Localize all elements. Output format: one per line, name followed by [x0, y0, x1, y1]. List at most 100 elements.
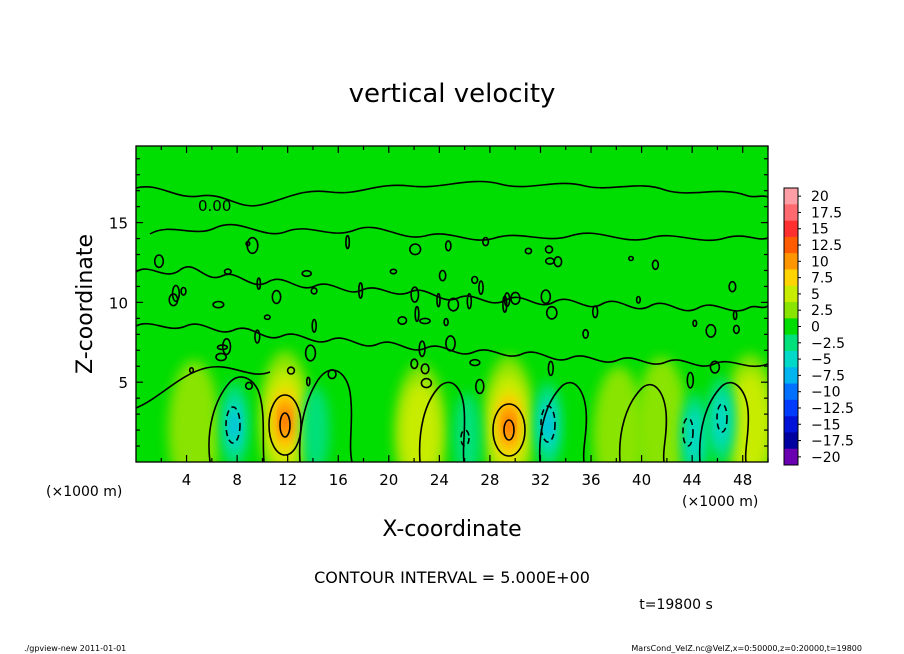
contour-negative-8km: [225, 406, 241, 444]
contour-cell: [188, 367, 195, 374]
contour-cell: [245, 240, 251, 247]
colorbar-label: 15: [811, 222, 829, 238]
contour-cell: [311, 318, 318, 333]
contour-cell: [271, 289, 282, 305]
contour-cell: [482, 236, 490, 247]
contour-cell: [471, 275, 479, 285]
contour-cell: [263, 314, 271, 321]
contour-cell: [545, 305, 558, 320]
contour-cell: [180, 286, 187, 296]
contour-cell: [510, 291, 521, 305]
colorbar: 2017.51512.5107.552.50−2.5−5−7.5−10−12.5…: [783, 187, 854, 466]
colorbar-label: −2.5: [811, 336, 845, 352]
contour-column-1: [208, 376, 265, 462]
colorbar-swatch: [784, 334, 798, 352]
updraft-core-5-level-0: [635, 356, 688, 462]
x-tick-label: 28: [480, 471, 499, 489]
contour-cell: [397, 315, 408, 325]
contour-cell: [304, 344, 317, 362]
contour-cell: [301, 269, 313, 278]
contour-lower-left: [136, 366, 271, 409]
x-unit-right: (×1000 m): [682, 494, 758, 510]
contour-cell: [692, 319, 698, 328]
contour-value-label: 0.00: [198, 197, 231, 215]
colorbar-swatch: [784, 432, 798, 449]
contour-cell: [345, 234, 351, 250]
y-tick-label: 5: [118, 374, 128, 392]
contour-cell: [305, 376, 311, 387]
contour-negative-46km: [716, 403, 728, 433]
x-tick-label: 4: [182, 471, 192, 489]
contour-cell: [540, 289, 552, 305]
x-tick-label: 8: [232, 471, 242, 489]
contour-cell: [469, 358, 481, 367]
plot-area: 0.00: [135, 145, 769, 463]
contour-cell: [223, 268, 232, 275]
contour-cell: [627, 255, 634, 262]
colorbar-swatch: [784, 302, 798, 319]
colorbar-swatch: [784, 383, 798, 401]
colorbar-label: −12.5: [811, 401, 854, 417]
colorbar-swatch: [784, 236, 798, 254]
contour-cell: [256, 277, 262, 290]
contour-cell: [705, 323, 717, 338]
updraft-core-6-level-1: [730, 371, 768, 462]
colorbar-label: 7.5: [811, 271, 833, 287]
contour-core-30km-inner: [503, 419, 515, 441]
x-tick-label: 36: [581, 471, 600, 489]
contour-cell: [447, 297, 460, 312]
footer-right: MarsCond_VelZ.nc@VelZ,x=0:50000,z=0:2000…: [631, 644, 862, 653]
contour-cell: [651, 259, 660, 271]
downdraft-core-1-level-0: [301, 386, 330, 462]
contour-cell: [466, 293, 473, 310]
contour-cell: [418, 340, 426, 358]
contour-cell: [547, 360, 554, 377]
x-tick-label: 32: [531, 471, 550, 489]
contour-cell: [286, 366, 296, 375]
colorbar-label: −5: [811, 352, 832, 368]
colorbar-swatch: [784, 318, 798, 335]
contour-cell: [254, 329, 261, 344]
contour-cell: [478, 280, 484, 295]
contour-negative-26km: [460, 429, 470, 447]
contour-cloud-mid: [136, 266, 768, 312]
colorbar-label: −10: [811, 385, 841, 401]
x-tick-label: 12: [278, 471, 297, 489]
footer-left: ./gpview-new 2011-01-01: [24, 644, 126, 653]
contour-cell: [444, 240, 452, 252]
colorbar-swatch: [784, 204, 798, 221]
updraft-core-1-level-4: [504, 415, 513, 436]
x-axis: 4 8 12 16 20 24 28 32 36 40 44 48: [160, 146, 769, 489]
colorbar-label: 17.5: [811, 205, 842, 221]
contour-cloud-top: [149, 223, 768, 242]
contour-cell: [153, 254, 165, 269]
contour-cell: [436, 292, 441, 308]
x-tick-label: 24: [430, 471, 449, 489]
colorbar-label: −15: [811, 417, 841, 433]
contour-cell: [445, 335, 456, 352]
x-tick-label: 40: [632, 471, 651, 489]
contour-negative-44km: [682, 417, 694, 447]
contour-cell: [327, 369, 337, 380]
contour-cell: [732, 324, 741, 335]
contour-cell: [419, 317, 431, 325]
contour-lines: [136, 180, 768, 462]
contour-cell: [732, 310, 738, 321]
colorbar-label: 12.5: [811, 238, 842, 254]
contour-column-5: [618, 383, 668, 462]
contour-core-30km: [492, 403, 526, 457]
contour-cell: [438, 269, 447, 282]
contour-cell: [221, 338, 232, 356]
contour-cell: [420, 363, 430, 375]
contour-core-12km-inner: [279, 412, 291, 438]
colorbar-label: 0: [811, 320, 820, 336]
y-axis-label: Z-coordinate: [73, 234, 98, 374]
downdraft-core-3-level-2: [544, 411, 553, 440]
plot-frame: [135, 145, 769, 463]
colorbar-swatch: [784, 253, 798, 270]
contour-cell: [389, 268, 398, 275]
chart-title: vertical velocity: [349, 79, 556, 109]
colorbar-swatch: [784, 367, 798, 384]
contour-cell: [635, 295, 642, 304]
contour-cell: [502, 295, 508, 313]
